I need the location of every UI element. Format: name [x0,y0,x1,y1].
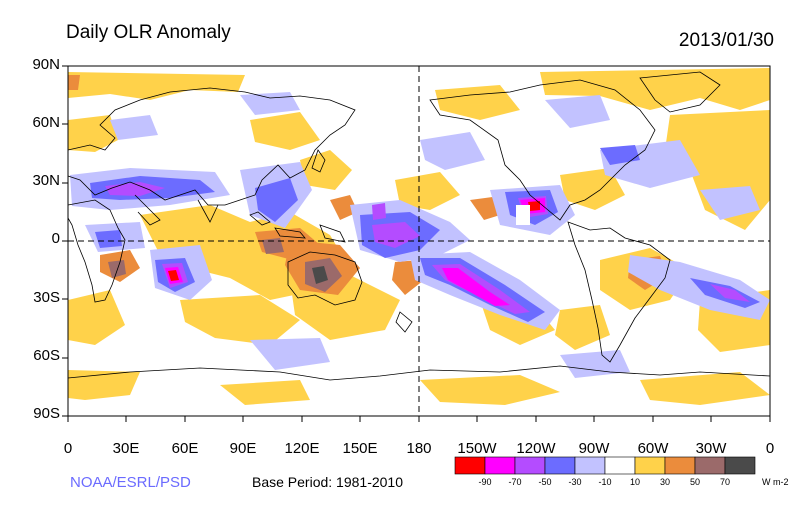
lat-label: 60N [32,114,60,131]
colorbar [454,456,756,475]
credit-text: NOAA/ESRL/PSD [70,474,191,491]
colorbar-box-6 [604,456,636,475]
lat-label: 30N [32,172,60,189]
lon-label: 0 [765,440,775,457]
map-date: 2013/01/30 [678,30,774,51]
colorbar-box-3 [514,456,546,475]
colorbar-box-2 [484,456,516,475]
base-period-text: Base Period: 1981-2010 [252,474,403,490]
colorbar-tick: 10 [629,477,641,487]
lon-label: 60W [637,440,669,457]
colorbar-box-1 [454,456,486,475]
colorbar-box-9 [694,456,726,475]
lon-label: 60E [171,440,199,457]
map-title: Daily OLR Anomaly [66,22,231,43]
lon-label: 150W [457,440,497,457]
colorbar-tick: 30 [659,477,671,487]
lat-label: 90S [33,405,60,422]
colorbar-tick: -90 [478,477,492,487]
colorbar-tick: -30 [568,477,582,487]
colorbar-tick: -50 [538,477,552,487]
colorbar-box-7 [634,456,666,475]
colorbar-tick: -10 [598,477,612,487]
lon-label: 30W [695,440,727,457]
colorbar-tick: 70 [719,477,731,487]
lat-label: 0 [51,230,60,247]
anomaly-field [68,68,770,405]
lon-label: 30E [112,440,140,457]
lon-label: 120W [516,440,556,457]
colorbar-tick: -70 [508,477,522,487]
lat-label: 30S [33,289,60,306]
colorbar-box-5 [574,456,606,475]
lat-label: 90N [32,56,60,73]
colorbar-box-8 [664,456,696,475]
lon-label: 0 [63,440,73,457]
lon-label: 150E [342,440,378,457]
colorbar-box-10 [724,456,756,475]
lon-label: 90E [229,440,257,457]
coastlines [67,71,771,381]
axis-ticks [62,65,771,422]
lon-label: 180 [406,440,432,457]
lon-label: 90W [578,440,610,457]
colorbar-box-4 [544,456,576,475]
colorbar-unit: W m-2 [762,477,789,487]
colorbar-tick: 50 [689,477,701,487]
lat-label: 60S [33,347,60,364]
lon-label: 120E [284,440,320,457]
